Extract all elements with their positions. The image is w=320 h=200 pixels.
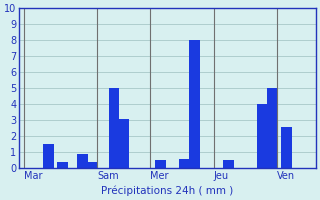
Bar — [281, 127, 292, 168]
Bar — [155, 160, 166, 168]
X-axis label: Précipitations 24h ( mm ): Précipitations 24h ( mm ) — [101, 185, 234, 196]
Bar — [77, 154, 88, 168]
Bar — [179, 159, 190, 168]
Bar — [189, 40, 200, 168]
Bar — [108, 88, 119, 168]
Bar — [118, 119, 129, 168]
Bar — [257, 104, 268, 168]
Bar — [58, 162, 68, 168]
Bar — [87, 162, 98, 168]
Bar — [43, 144, 54, 168]
Bar — [223, 160, 234, 168]
Bar — [267, 88, 277, 168]
